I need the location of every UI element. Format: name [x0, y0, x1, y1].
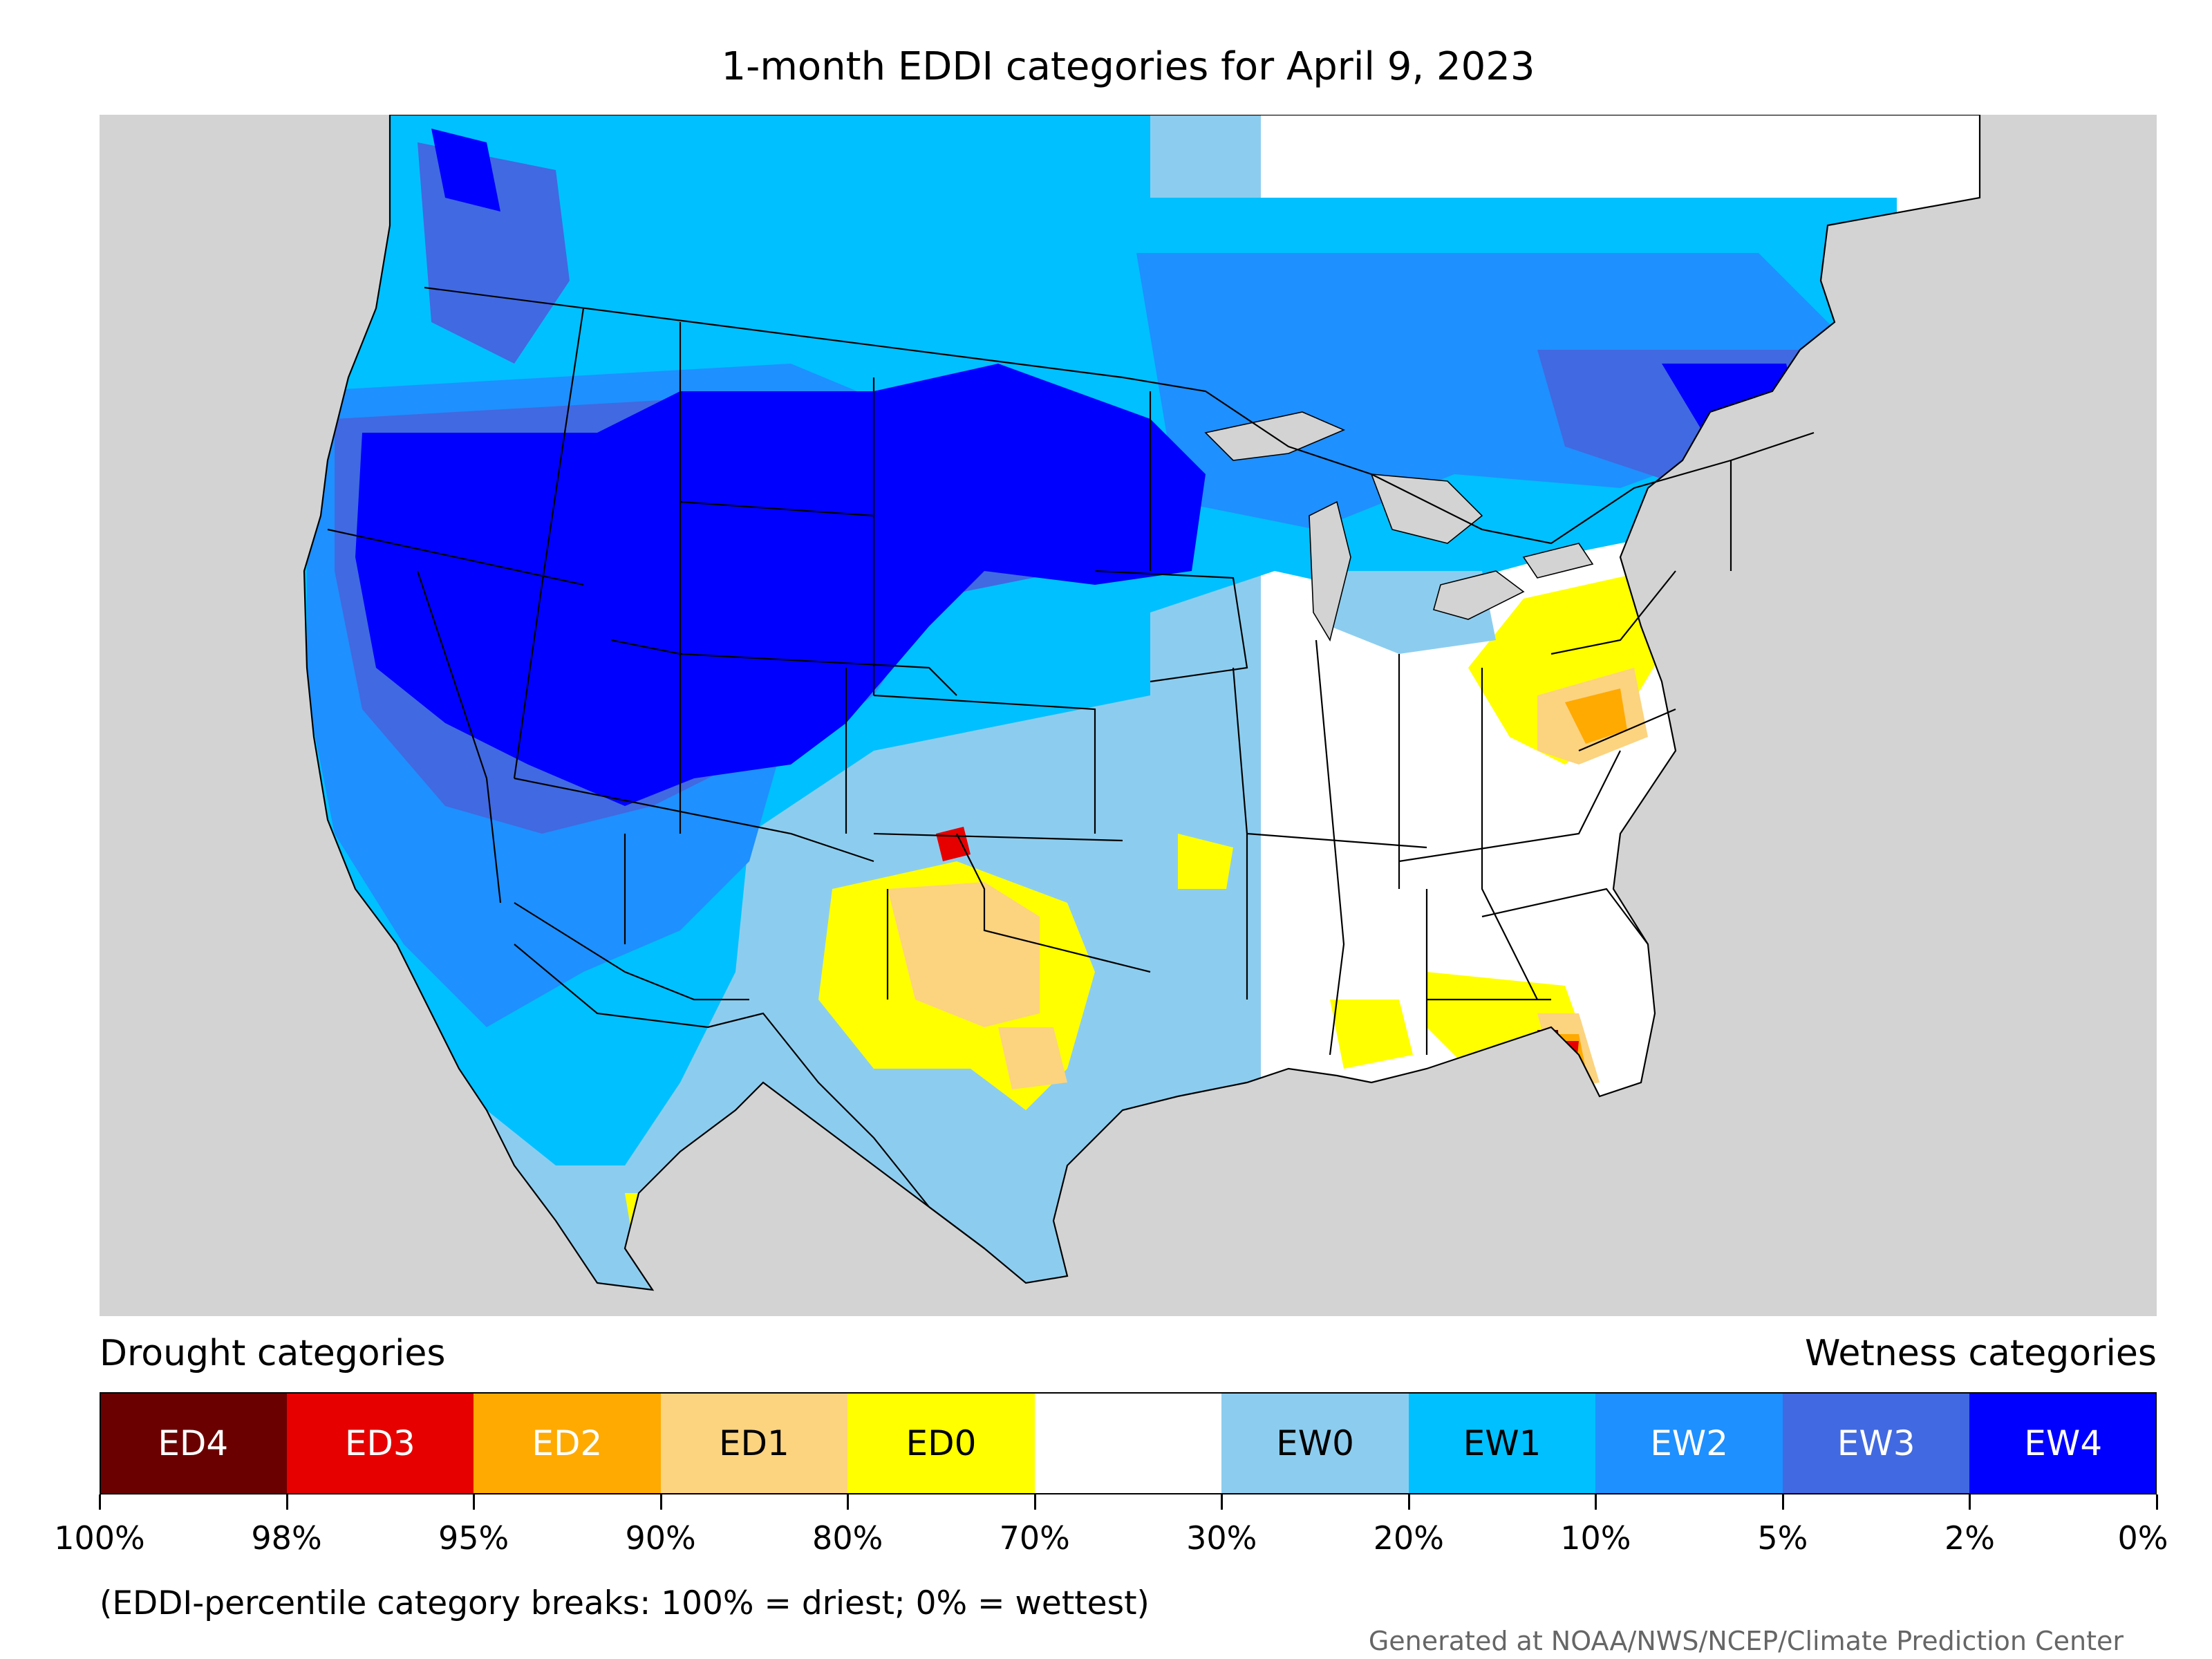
legend-break-label: 95% — [438, 1519, 509, 1557]
category-note: (EDDI-percentile category breaks: 100% =… — [100, 1584, 1150, 1622]
legend-swatch-ew1: EW1 — [1408, 1392, 1596, 1494]
legend-swatch-ed3: ED3 — [286, 1392, 474, 1494]
legend-tick — [1407, 1494, 1410, 1510]
legend-break-label: 0% — [2117, 1519, 2168, 1557]
legend-swatch-ed0: ED0 — [847, 1392, 1035, 1494]
drought-categories-caption: Drought categories — [100, 1333, 446, 1374]
legend-break-label: 100% — [54, 1519, 145, 1557]
legend-tick — [285, 1494, 288, 1510]
category-legend: ED4 ED3 ED2 ED1 ED0 EW0 EW1 EW2 EW3 EW4 — [100, 1392, 2157, 1496]
legend-break-label: 70% — [999, 1519, 1070, 1557]
legend-swatch-ed1: ED1 — [660, 1392, 848, 1494]
legend-tick — [99, 1494, 101, 1510]
legend-break-label: 5% — [1757, 1519, 1808, 1557]
legend-swatch-normal — [1034, 1392, 1222, 1494]
legend-tick — [1969, 1494, 1971, 1510]
legend-tick — [473, 1494, 476, 1510]
legend-swatch-ed2: ED2 — [474, 1392, 661, 1494]
legend-swatch-ew3: EW3 — [1782, 1392, 1970, 1494]
legend-tick — [1595, 1494, 1597, 1510]
eddi-map — [100, 115, 2157, 1316]
legend-tick — [847, 1494, 850, 1510]
legend-break-label: 98% — [251, 1519, 322, 1557]
legend-swatch-ed4: ED4 — [100, 1392, 287, 1494]
legend-break-label: 80% — [812, 1519, 883, 1557]
legend-swatch-ew4: EW4 — [1969, 1392, 2157, 1494]
wetness-categories-caption: Wetness categories — [1805, 1333, 2157, 1374]
legend-break-label: 2% — [1944, 1519, 1995, 1557]
legend-swatch-ew2: EW2 — [1595, 1392, 1783, 1494]
legend-tick — [1221, 1494, 1224, 1510]
legend-break-label: 20% — [1373, 1519, 1444, 1557]
legend-break-label: 10% — [1560, 1519, 1631, 1557]
legend-swatch-ew0: EW0 — [1221, 1392, 1409, 1494]
legend-break-label: 90% — [625, 1519, 696, 1557]
legend-break-label: 30% — [1186, 1519, 1257, 1557]
great-lakes — [1204, 411, 1594, 642]
legend-tick — [2156, 1494, 2158, 1510]
legend-tick — [1781, 1494, 1784, 1510]
legend-tick — [1033, 1494, 1036, 1510]
eddi-fill — [304, 115, 1897, 1290]
legend-tick — [659, 1494, 662, 1510]
map-title: 1-month EDDI categories for April 9, 202… — [721, 44, 1535, 89]
state-boundaries — [303, 115, 1981, 1291]
credit-text: Generated at NOAA/NWS/NCEP/Climate Predi… — [1368, 1626, 2124, 1656]
